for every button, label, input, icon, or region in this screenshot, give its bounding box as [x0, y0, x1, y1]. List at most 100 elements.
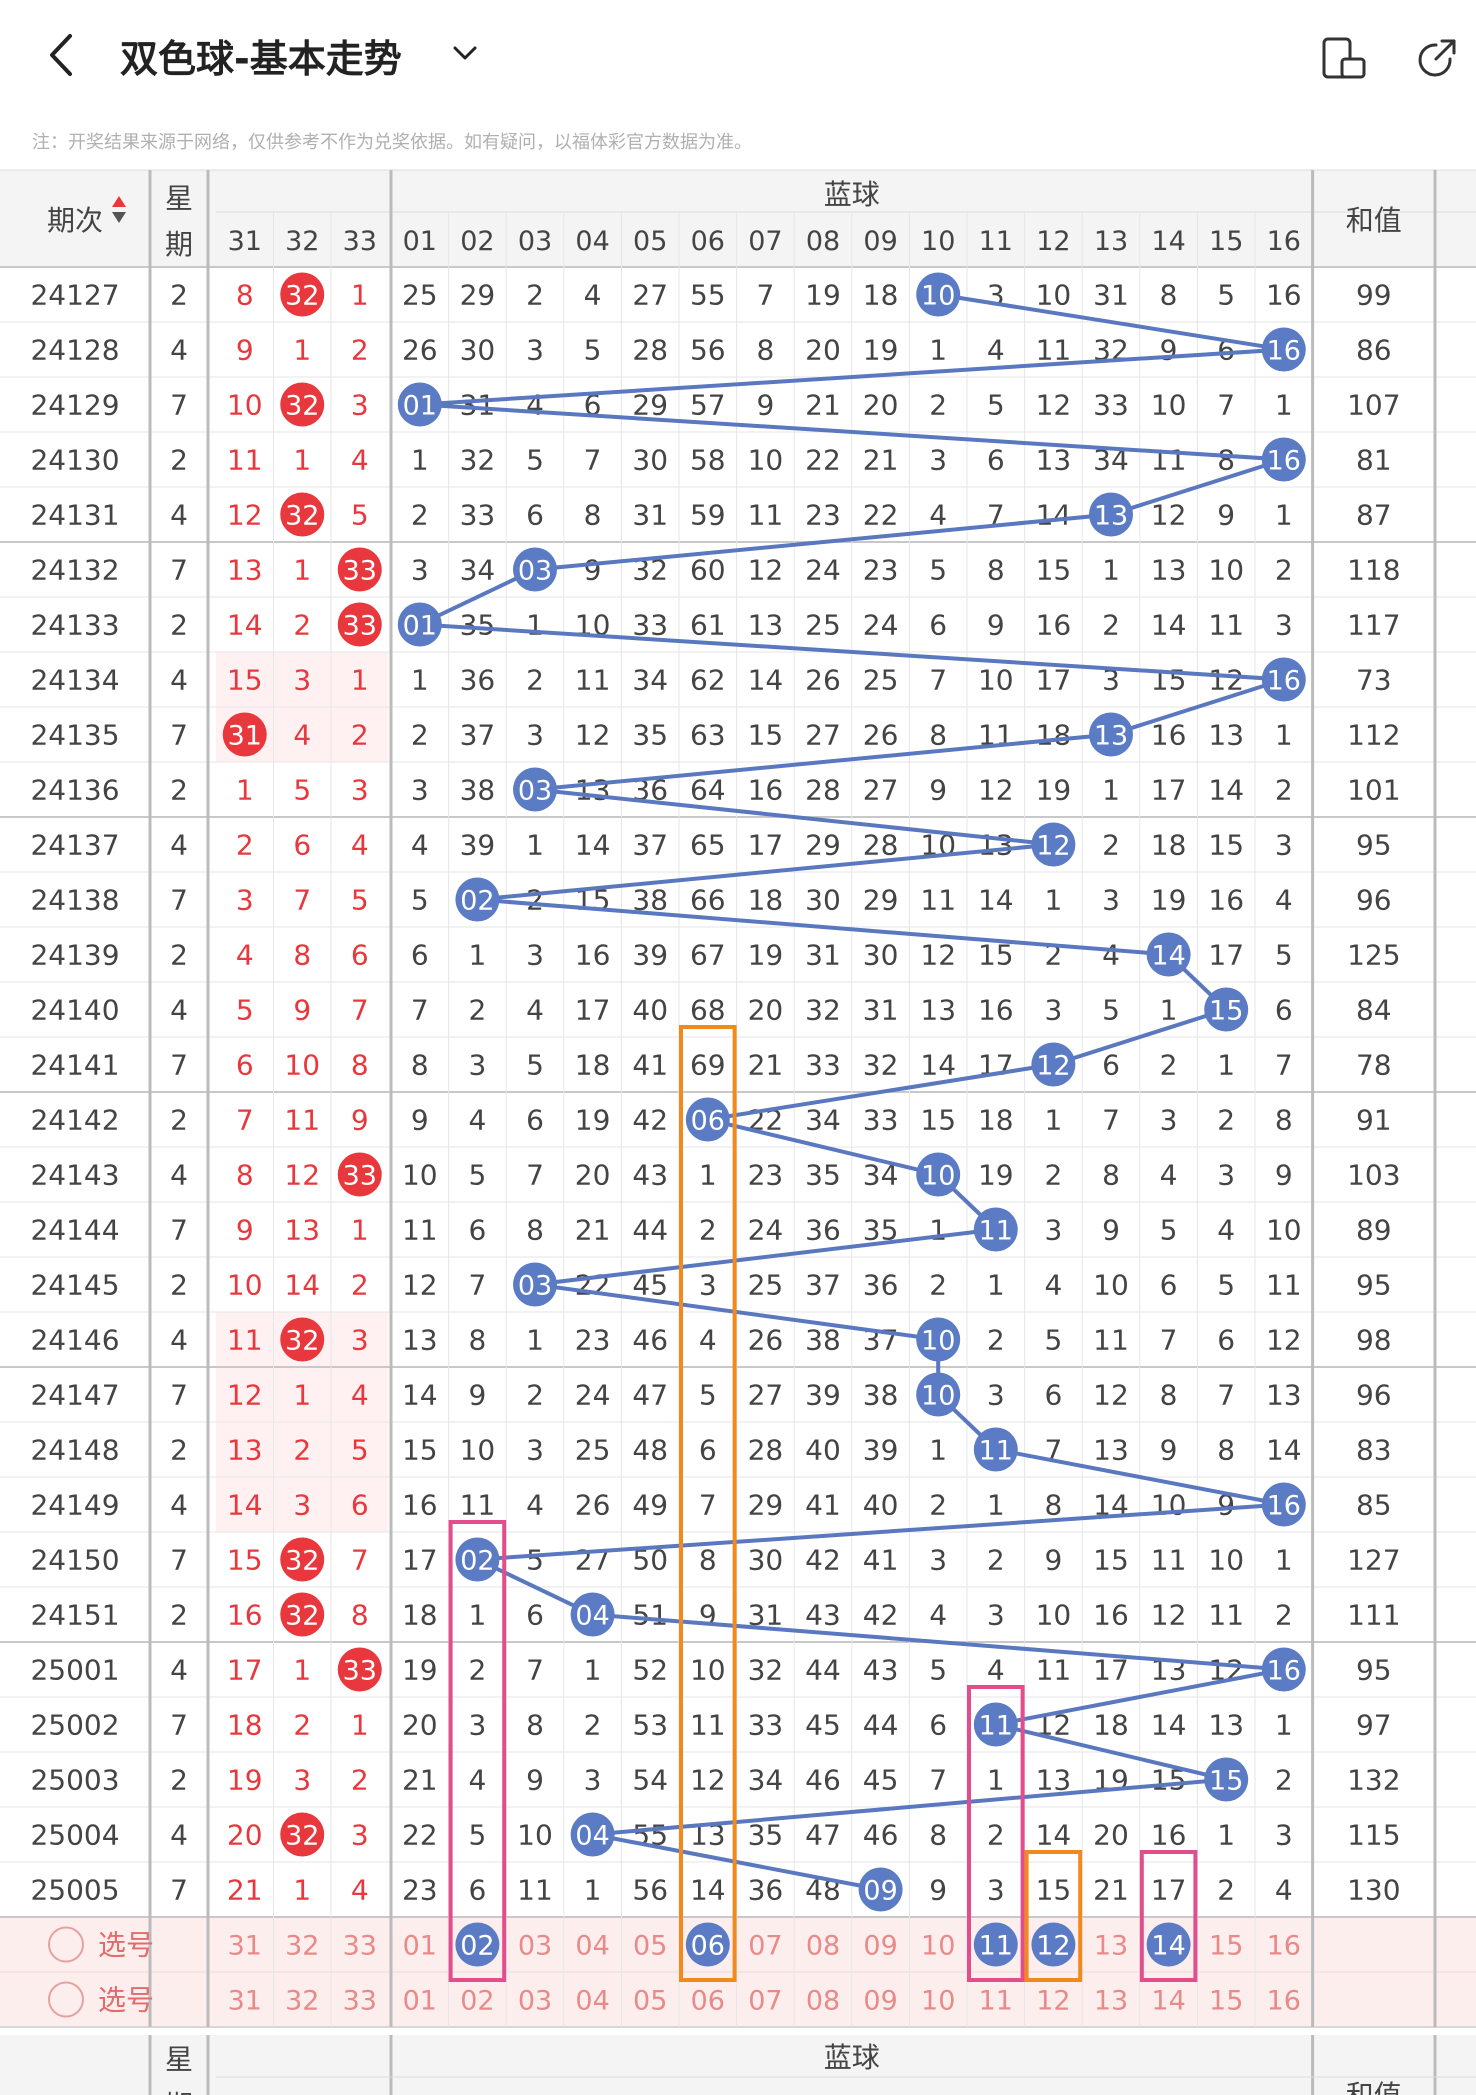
pick-blue-number[interactable]: 13 [1094, 1986, 1128, 2017]
pick-blue-number[interactable]: 09 [863, 1931, 897, 1962]
pick-blue-number[interactable]: 03 [518, 1986, 552, 2017]
pick-red-number[interactable]: 32 [285, 1931, 319, 1962]
pick-blue-number[interactable]: 05 [633, 1986, 667, 2017]
sort-desc-icon[interactable] [112, 212, 126, 223]
blue-ball-number: 10 [921, 1326, 955, 1357]
pick-blue-number[interactable]: 01 [403, 1986, 437, 2017]
blue-miss-value: 13 [1151, 1654, 1187, 1687]
blue-miss-value: 3 [987, 1874, 1005, 1907]
cell-week: 4 [170, 664, 188, 697]
blue-miss-value: 7 [468, 1269, 486, 1302]
back-arrow-icon[interactable] [42, 30, 82, 80]
pick-blue-number[interactable]: 16 [1267, 1986, 1301, 2017]
blue-miss-value: 4 [929, 499, 947, 532]
landscape-toggle-icon[interactable] [1318, 35, 1368, 81]
blue-miss-value: 4 [987, 334, 1005, 367]
pick-blue-number[interactable]: 05 [633, 1931, 667, 1962]
cell-period: 24151 [30, 1599, 119, 1632]
pick-blue-number[interactable]: 01 [403, 1931, 437, 1962]
blue-miss-value: 5 [1160, 1214, 1178, 1247]
chevron-down-icon[interactable] [450, 38, 480, 68]
pick-blue-selected[interactable] [455, 1922, 500, 1967]
pick-blue-number[interactable]: 04 [575, 1986, 609, 2017]
blue-miss-value: 8 [584, 499, 602, 532]
pick-blue-number[interactable]: 09 [863, 1986, 897, 2017]
pick-blue-number[interactable]: 14 [1151, 1986, 1185, 2017]
pick-blue-number[interactable]: 06 [691, 1986, 725, 2017]
select-label[interactable]: 选号 [98, 1929, 154, 1962]
share-icon[interactable] [1412, 33, 1462, 83]
cell-period: 24128 [30, 334, 119, 367]
blue-miss-value: 22 [805, 444, 841, 477]
page-title[interactable]: 双色球-基本走势 [120, 37, 402, 81]
pick-blue-number[interactable]: 07 [748, 1986, 782, 2017]
blue-miss-value: 2 [468, 1654, 486, 1687]
pick-blue-number[interactable]: 13 [1094, 1931, 1128, 1962]
blue-miss-value: 7 [1275, 1049, 1293, 1082]
blue-miss-value: 3 [526, 334, 544, 367]
blue-miss-value: 2 [1102, 829, 1120, 862]
pick-blue-number[interactable]: 12 [1036, 1986, 1070, 2017]
pick-blue-number[interactable]: 15 [1209, 1931, 1243, 1962]
pick-blue-number[interactable]: 14 [1151, 1931, 1185, 1962]
pick-red-number[interactable]: 31 [228, 1931, 262, 1962]
blue-miss-value: 28 [632, 334, 668, 367]
blue-miss-value: 3 [411, 774, 429, 807]
blue-miss-value: 11 [1151, 444, 1187, 477]
blue-miss-value: 12 [978, 774, 1014, 807]
blue-miss-value: 11 [748, 499, 784, 532]
pick-blue-number[interactable]: 12 [1036, 1931, 1070, 1962]
blue-miss-value: 30 [632, 444, 668, 477]
red-miss-value: 7 [236, 1104, 254, 1137]
pick-blue-number[interactable]: 04 [575, 1931, 609, 1962]
blue-miss-value: 21 [575, 1214, 611, 1247]
blue-miss-value: 5 [1217, 279, 1235, 312]
cell-sum: 115 [1347, 1819, 1400, 1852]
pick-blue-number[interactable]: 11 [979, 1986, 1013, 2017]
blue-miss-value: 11 [1036, 1654, 1072, 1687]
cell-week: 2 [170, 1434, 188, 1467]
blue-miss-value: 17 [748, 829, 784, 862]
pick-blue-number[interactable]: 03 [518, 1931, 552, 1962]
select-radio[interactable] [48, 1926, 84, 1963]
blue-miss-value: 17 [402, 1544, 438, 1577]
pick-blue-number[interactable]: 02 [460, 1931, 494, 1962]
pick-blue-selected[interactable] [685, 1922, 730, 1967]
select-label[interactable]: 选号 [98, 1984, 154, 2017]
pick-blue-number[interactable]: 08 [806, 1931, 840, 1962]
pick-blue-number[interactable]: 02 [460, 1986, 494, 2017]
pick-blue-number[interactable]: 07 [748, 1931, 782, 1962]
red-miss-value: 15 [227, 664, 263, 697]
pick-blue-number[interactable]: 16 [1267, 1931, 1301, 1962]
header-blue-col: 03 [518, 226, 552, 257]
pick-red-number[interactable]: 31 [228, 1986, 262, 2017]
pick-red-number[interactable]: 33 [343, 1986, 377, 2017]
blue-miss-value: 41 [632, 1049, 668, 1082]
pick-blue-number[interactable]: 10 [921, 1986, 955, 2017]
select-radio[interactable] [48, 1981, 84, 2018]
pick-blue-selected[interactable] [973, 1922, 1018, 1967]
blue-miss-value: 69 [690, 1049, 726, 1082]
blue-miss-value: 13 [1151, 554, 1187, 587]
pick-blue-number[interactable]: 08 [806, 1986, 840, 2017]
pick-blue-number[interactable]: 10 [921, 1931, 955, 1962]
pick-blue-selected[interactable] [1031, 1922, 1076, 1967]
sort-asc-icon[interactable] [112, 196, 126, 207]
pick-red-number[interactable]: 32 [285, 1986, 319, 2017]
red-ball [337, 602, 382, 647]
pick-blue-selected[interactable] [1146, 1922, 1191, 1967]
pick-blue-number[interactable]: 06 [691, 1931, 725, 1962]
cell-week: 7 [170, 1709, 188, 1742]
blue-miss-value: 48 [632, 1434, 668, 1467]
pick-blue-number[interactable]: 11 [979, 1931, 1013, 1962]
red-miss-value: 2 [351, 1269, 369, 1302]
header-period[interactable]: 期次 [47, 204, 103, 237]
pick-blue-number[interactable]: 15 [1209, 1986, 1243, 2017]
blue-miss-value: 58 [690, 444, 726, 477]
blue-miss-value: 13 [575, 774, 611, 807]
blue-miss-value: 6 [699, 1434, 717, 1467]
red-miss-value: 5 [236, 994, 254, 1027]
pick-red-number[interactable]: 33 [343, 1931, 377, 1962]
blue-miss-value: 2 [929, 1269, 947, 1302]
blue-miss-value: 36 [805, 1214, 841, 1247]
